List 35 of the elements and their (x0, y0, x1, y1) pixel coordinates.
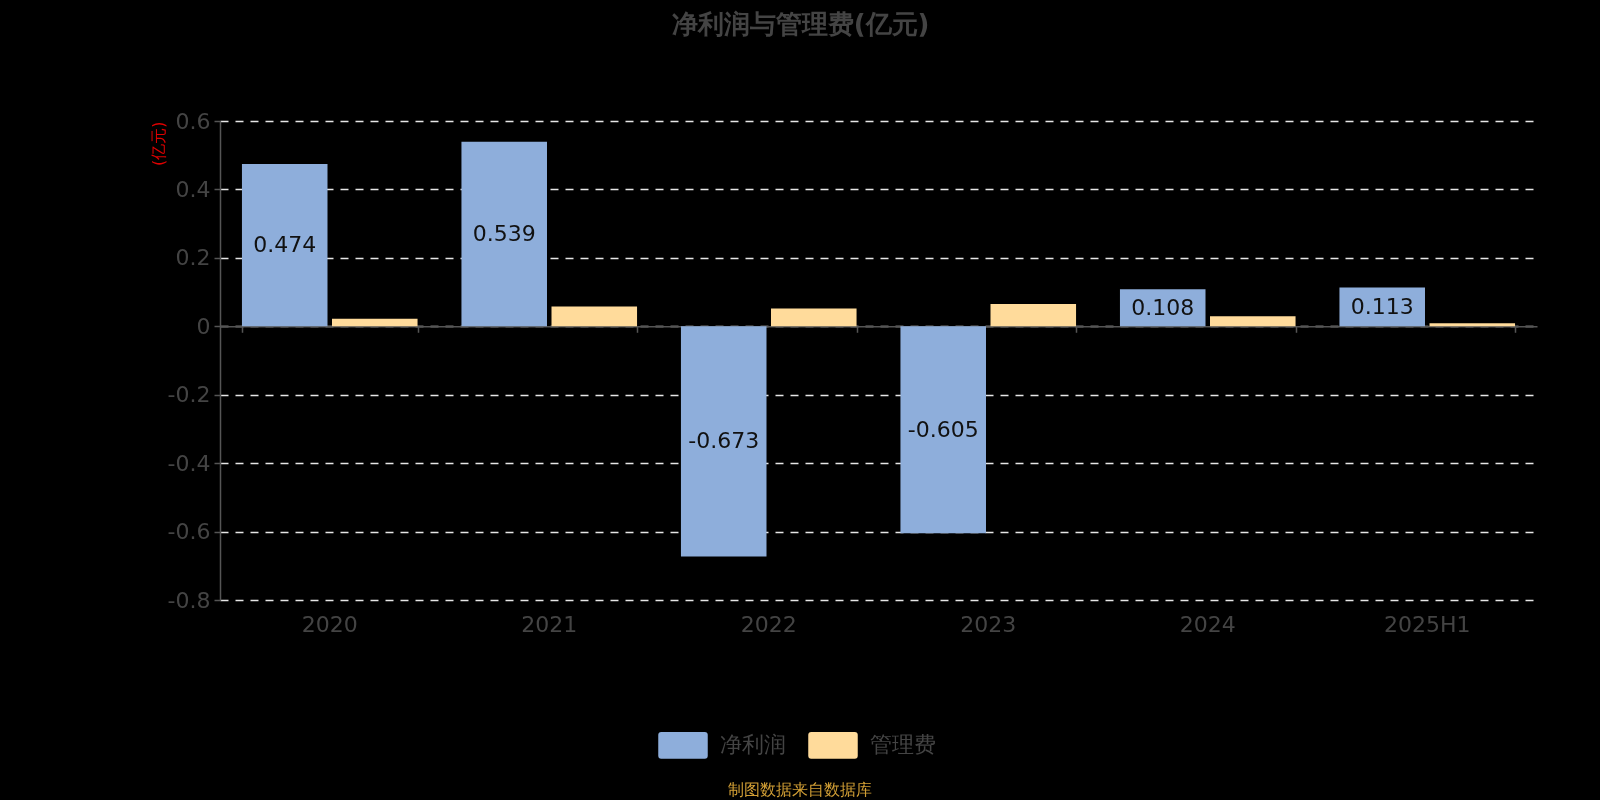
bar (990, 304, 1077, 327)
x-tick-label: 2020 (301, 611, 358, 637)
x-tick-label: 2021 (521, 611, 578, 637)
y-tick-label: -0.6 (167, 519, 211, 545)
legend-label: 管理费 (870, 732, 936, 758)
bar (771, 308, 857, 327)
y-tick-label: -0.4 (167, 450, 211, 476)
text: 制图数据来自数据库 (728, 780, 872, 799)
bar (551, 306, 638, 327)
bar (900, 326, 986, 534)
y-axis-title: (亿元) (148, 121, 168, 166)
data-label: 0.474 (253, 232, 317, 258)
data-label: -0.605 (907, 416, 979, 442)
data-label: 0.108 (1131, 294, 1195, 320)
x-tick-label: 2022 (740, 611, 797, 637)
y-tick-label: -0.8 (167, 587, 211, 613)
y-tick-label: 0 (196, 313, 211, 339)
legend-label: 净利润 (720, 732, 786, 758)
bar (241, 164, 328, 327)
bar (680, 326, 767, 557)
y-tick-label: 0.4 (175, 176, 211, 202)
data-label: -0.673 (688, 428, 760, 454)
y-tick-label: 0.6 (175, 108, 211, 134)
x-tick-label: 2024 (1179, 611, 1236, 637)
bar (332, 318, 418, 327)
bar (1210, 316, 1296, 327)
x-tick-label: 2025H1 (1383, 611, 1471, 637)
data-label: 0.113 (1350, 293, 1414, 319)
y-tick-label: 0.2 (175, 245, 211, 271)
x-tick-label: 2023 (960, 611, 1017, 637)
y-tick-label: -0.2 (167, 382, 211, 408)
data-label: 0.539 (472, 221, 536, 247)
chart-title: 净利润与管理费(亿元) (671, 9, 930, 39)
bar (461, 141, 547, 327)
bar (1429, 323, 1516, 327)
